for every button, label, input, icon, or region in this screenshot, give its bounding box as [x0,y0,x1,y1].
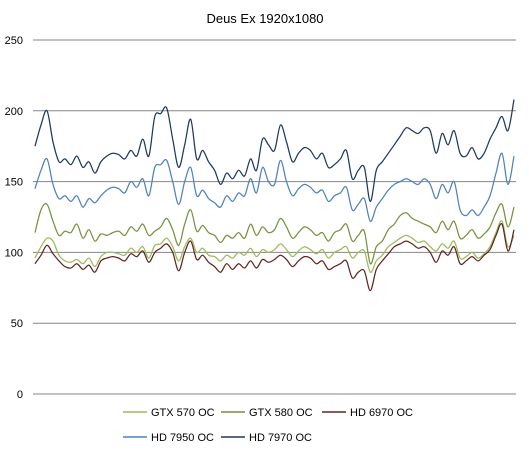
y-tick-label-200: 200 [5,106,23,118]
y-axis-tick-labels: 0 50 100 150 200 250 [5,35,23,401]
series-line-gtx-570-oc [34,220,515,273]
y-tick-label-0: 0 [17,389,23,401]
series-line-hd-6970-oc [34,223,515,292]
series-lines [34,99,515,292]
series-line-gtx-580-oc [34,203,515,265]
chart-title: Deus Ex 1920x1080 [206,11,323,26]
legend-item-hd-7950-oc: HD 7950 OC [123,432,214,444]
y-tick-label-50: 50 [11,318,23,330]
legend-item-hd-6970-oc: HD 6970 OC [322,407,413,419]
legend-item-hd-7970-oc: HD 7970 OC [221,432,312,444]
y-tick-label-150: 150 [5,177,23,189]
legend-label: HD 7970 OC [249,432,312,444]
legend-label: GTX 580 OC [249,407,313,419]
legend-item-gtx-570-oc: GTX 570 OC [123,407,215,419]
series-line-hd-7970-oc [34,99,515,203]
legend-label: GTX 570 OC [151,407,215,419]
legend-label: HD 7950 OC [151,432,214,444]
legend: GTX 570 OC GTX 580 OC HD 6970 OC HD 7950 OC… [123,407,413,444]
y-tick-label-100: 100 [5,247,23,259]
gridlines [33,39,516,324]
legend-item-gtx-580-oc: GTX 580 OC [221,407,313,419]
series-line-hd-7950-oc [34,152,515,222]
y-tick-label-250: 250 [5,35,23,47]
legend-label: HD 6970 OC [350,407,413,419]
